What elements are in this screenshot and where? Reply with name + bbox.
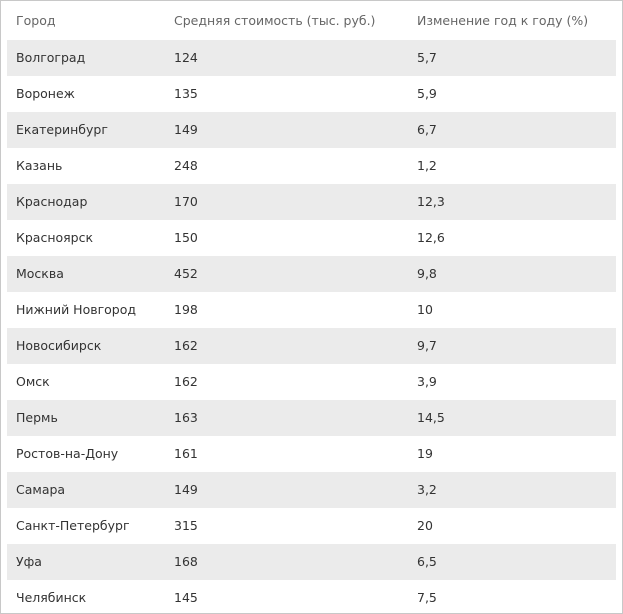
table-cell: 135: [174, 86, 198, 101]
table-cell: Уфа: [16, 554, 42, 569]
table-row: Самара 149 3,2: [7, 472, 616, 508]
table-cell: 149: [174, 482, 198, 497]
table-cell: Волгоград: [16, 50, 86, 65]
table-row: Краснодар 170 12,3: [7, 184, 616, 220]
table-row: Санкт-Петербург 315 20: [7, 508, 616, 544]
header-row: Город Средняя стоимость (тыс. руб.) Измене…: [7, 1, 616, 41]
table-cell: 168: [174, 554, 198, 569]
table-cell: Казань: [16, 158, 63, 173]
table-cell: 6,7: [417, 122, 437, 137]
table-row: Красноярск 150 12,6: [7, 220, 616, 256]
table-row: Ростов-на-Дону 161 19: [7, 436, 616, 472]
table-cell: Краснодар: [16, 194, 88, 209]
table-cell: Самара: [16, 482, 66, 497]
table-cell: 124: [174, 50, 198, 65]
header-cell: Средняя стоимость (тыс. руб.): [174, 13, 376, 28]
table-cell: 163: [174, 410, 198, 425]
table-cell: 315: [174, 518, 198, 533]
table-cell: 248: [174, 158, 198, 173]
table-cell: Красноярск: [16, 230, 94, 245]
table-cell: Москва: [16, 266, 64, 281]
table-cell: 1,2: [417, 158, 437, 173]
table-row: Омск 162 3,9: [7, 364, 616, 400]
table-cell: 14,5: [417, 410, 445, 425]
table-cell: 452: [174, 266, 198, 281]
table-row: Воронеж 135 5,9: [7, 76, 616, 112]
table-cell: 5,9: [417, 86, 437, 101]
table-row: Нижний Новгород 198 10: [7, 292, 616, 328]
table-cell: Екатеринбург: [16, 122, 108, 137]
table-cell: 150: [174, 230, 198, 245]
table-cell: Санкт-Петербург: [16, 518, 130, 533]
table-row: Челябинск 145 7,5: [7, 580, 616, 613]
table-cell: 7,5: [417, 590, 437, 605]
table-cell: Нижний Новгород: [16, 302, 137, 317]
header-cell: Изменение год к году (%): [417, 13, 589, 28]
table-cell: 20: [417, 518, 433, 533]
table-row: Казань 248 1,2: [7, 148, 616, 184]
table-cell: Воронеж: [16, 86, 75, 101]
table-cell: 3,2: [417, 482, 437, 497]
table-cell: 19: [417, 446, 433, 461]
table-cell: 149: [174, 122, 198, 137]
table-cell: 198: [174, 302, 198, 317]
table-cell: 170: [174, 194, 198, 209]
table-cell: Челябинск: [16, 590, 87, 605]
table-cell: 161: [174, 446, 198, 461]
table-row: Екатеринбург 149 6,7: [7, 112, 616, 148]
table-row: Уфа 168 6,5: [7, 544, 616, 580]
table-row: Пермь 163 14,5: [7, 400, 616, 436]
table-cell: 12,3: [417, 194, 445, 209]
table-cell: 10: [417, 302, 433, 317]
table-cell: 5,7: [417, 50, 437, 65]
table-cell: Пермь: [16, 410, 58, 425]
table-cell: 162: [174, 374, 198, 389]
table-cell: Ростов-на-Дону: [16, 446, 119, 461]
table-row: Волгоград 124 5,7: [7, 40, 616, 76]
table-row: Москва 452 9,8: [7, 256, 616, 292]
header-cell: Город: [16, 13, 56, 28]
table-cell: Новосибирск: [16, 338, 102, 353]
table-row: Новосибирск 162 9,7: [7, 328, 616, 364]
table-cell: 145: [174, 590, 198, 605]
table-cell: 162: [174, 338, 198, 353]
table-cell: 12,6: [417, 230, 445, 245]
table-cell: 6,5: [417, 554, 437, 569]
table-cell: 3,9: [417, 374, 437, 389]
table-cell: 9,8: [417, 266, 437, 281]
table-cell: Омск: [16, 374, 50, 389]
table-cell: 9,7: [417, 338, 437, 353]
